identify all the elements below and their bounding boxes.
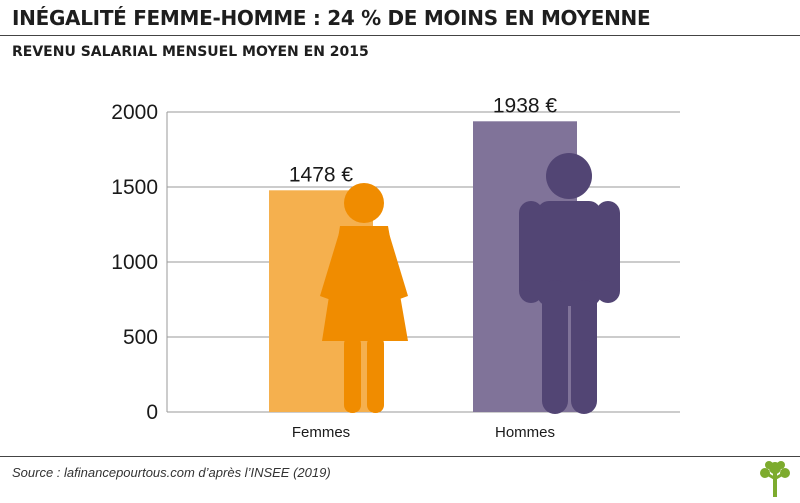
title-rule (0, 35, 800, 36)
y-tick-label: 1500 (111, 176, 158, 199)
tree-logo-icon (760, 461, 790, 497)
figures (320, 153, 620, 414)
woman-figure-icon (320, 183, 408, 413)
category-label: Hommes (495, 424, 555, 441)
gridlines (166, 111, 680, 413)
y-tick-label: 0 (146, 401, 158, 424)
y-axis-ticks: 0 500 1000 1500 2000 (111, 101, 158, 424)
value-label: 1478 € (289, 163, 354, 186)
category-labels: Femmes Hommes (292, 424, 555, 441)
chart-title: INÉGALITÉ FEMME-HOMME : 24 % DE MOINS EN… (12, 6, 651, 30)
category-label: Femmes (292, 424, 350, 441)
value-label: 1938 € (493, 94, 558, 117)
source-note: Source : lafinancepourtous.com d’après l… (12, 465, 331, 480)
footer-rule (0, 456, 800, 457)
y-tick-label: 1000 (111, 251, 158, 274)
y-tick-label: 500 (123, 326, 158, 349)
value-labels: 1478 € 1938 € (289, 94, 558, 186)
man-figure-icon (519, 153, 620, 414)
y-tick-label: 2000 (111, 101, 158, 124)
chart-subtitle: REVENU SALARIAL MENSUEL MOYEN EN 2015 (12, 44, 369, 60)
bar-chart: 0 500 1000 1500 2000 1478 € 1938 € Femmes Homm… (111, 94, 680, 441)
